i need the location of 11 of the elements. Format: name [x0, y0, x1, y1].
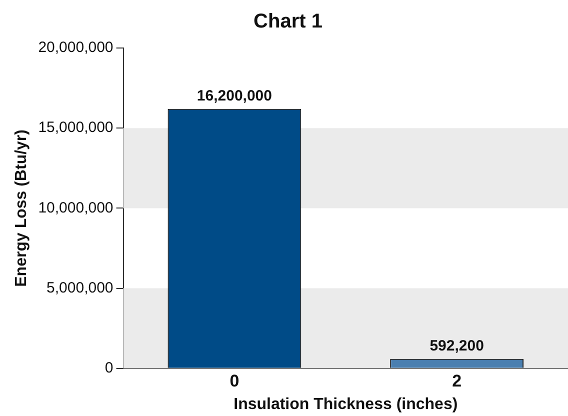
- y-tick-label: 15,000,000: [38, 119, 114, 136]
- y-tick-label: 20,000,000: [38, 39, 114, 56]
- data-label: 16,200,000: [196, 88, 272, 105]
- y-tick-label: 5,000,000: [46, 279, 114, 296]
- x-axis-title: Insulation Thickness (inches): [234, 396, 458, 413]
- y-axis-title: Energy Loss (Btu/yr): [13, 130, 30, 287]
- y-tick-label: 10,000,000: [38, 199, 114, 216]
- chart-title: Chart 1: [254, 10, 322, 33]
- x-tick-label: 2: [452, 371, 462, 390]
- data-label: 592,200: [430, 338, 484, 355]
- y-tick-label: 0: [104, 360, 114, 377]
